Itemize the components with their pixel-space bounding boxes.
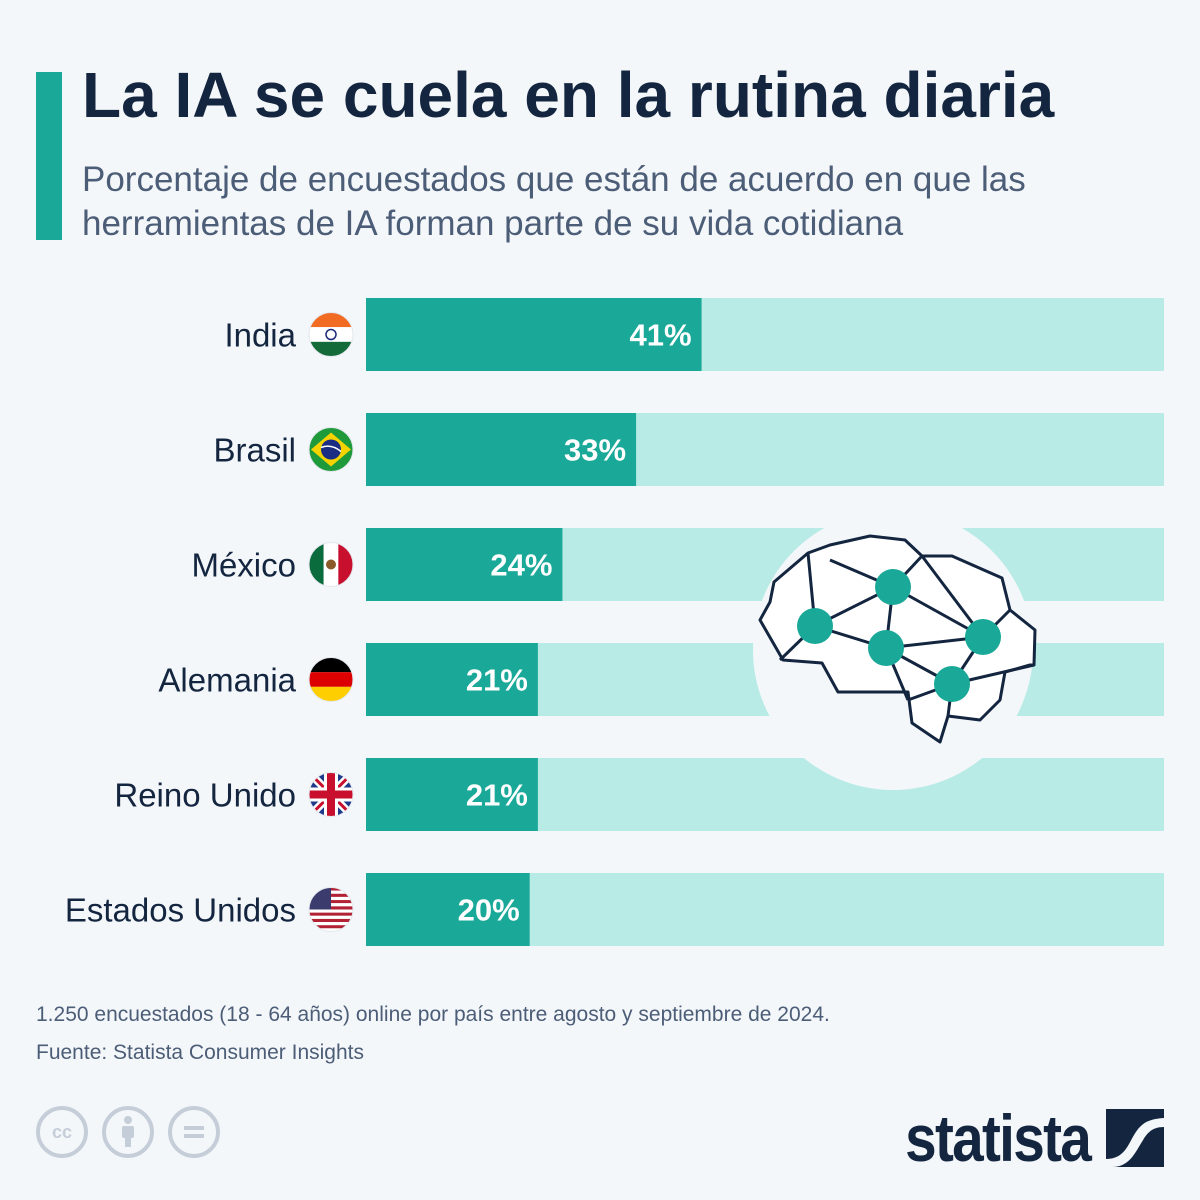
category-label: México	[191, 547, 296, 584]
bar	[366, 528, 563, 601]
category-label: Reino Unido	[114, 777, 296, 814]
brand-name: statista	[905, 1101, 1092, 1175]
data-label: 20%	[458, 893, 520, 928]
row-labels: 33% Brasil	[213, 427, 626, 472]
bar-row	[366, 298, 1164, 371]
data-label: 24%	[490, 548, 552, 583]
license-icons: cc	[36, 1106, 220, 1158]
bar-row	[366, 873, 1164, 946]
usa-flag	[309, 887, 353, 932]
title-accent-bar	[36, 72, 62, 240]
no-derivatives-icon[interactable]	[168, 1106, 220, 1158]
data-label: 41%	[630, 318, 692, 353]
bar	[366, 298, 702, 371]
bar-row	[366, 528, 1164, 601]
category-label: Alemania	[158, 662, 296, 699]
uk-flag	[309, 772, 353, 817]
bar-row	[366, 413, 1164, 486]
page-title: La IA se cuela en la rutina diaria	[82, 59, 1055, 131]
cc-icon[interactable]: cc	[36, 1106, 88, 1158]
survey-note: 1.250 encuestados (18 - 64 años) online …	[36, 1003, 830, 1026]
data-label: 33%	[564, 433, 626, 468]
bar	[366, 643, 538, 716]
row-labels: 20% Estados Unidos	[65, 887, 520, 932]
source-note: Fuente: Statista Consumer Insights	[36, 1041, 364, 1064]
germany-flag	[309, 657, 353, 702]
bar	[366, 758, 538, 831]
data-label: 21%	[466, 778, 528, 813]
bar	[366, 873, 530, 946]
bar-chart: 41%India33%Brasil24%México21%Alemania21%…	[65, 298, 1164, 946]
data-label: 21%	[466, 663, 528, 698]
statista-logo[interactable]: statista	[875, 1100, 1164, 1176]
attribution-icon[interactable]	[102, 1106, 154, 1158]
row-labels: 41% India	[224, 312, 692, 357]
brazil-flag	[309, 427, 353, 472]
brain-network-icon	[753, 510, 1037, 790]
page-subtitle: Porcentaje de encuestados que están de a…	[82, 160, 1026, 243]
category-label: India	[224, 317, 296, 354]
category-label: Brasil	[213, 432, 296, 469]
row-labels: 21% Alemania	[158, 657, 528, 702]
mexico-flag	[309, 542, 353, 587]
cc-label: cc	[51, 1121, 73, 1142]
india-flag	[309, 312, 353, 357]
statista-logo-icon	[1106, 1109, 1164, 1167]
row-labels: 21% Reino Unido	[114, 772, 528, 817]
row-labels: 24% México	[191, 542, 552, 587]
category-label: Estados Unidos	[65, 892, 296, 929]
bar	[366, 413, 637, 486]
bar-row	[366, 758, 1164, 831]
